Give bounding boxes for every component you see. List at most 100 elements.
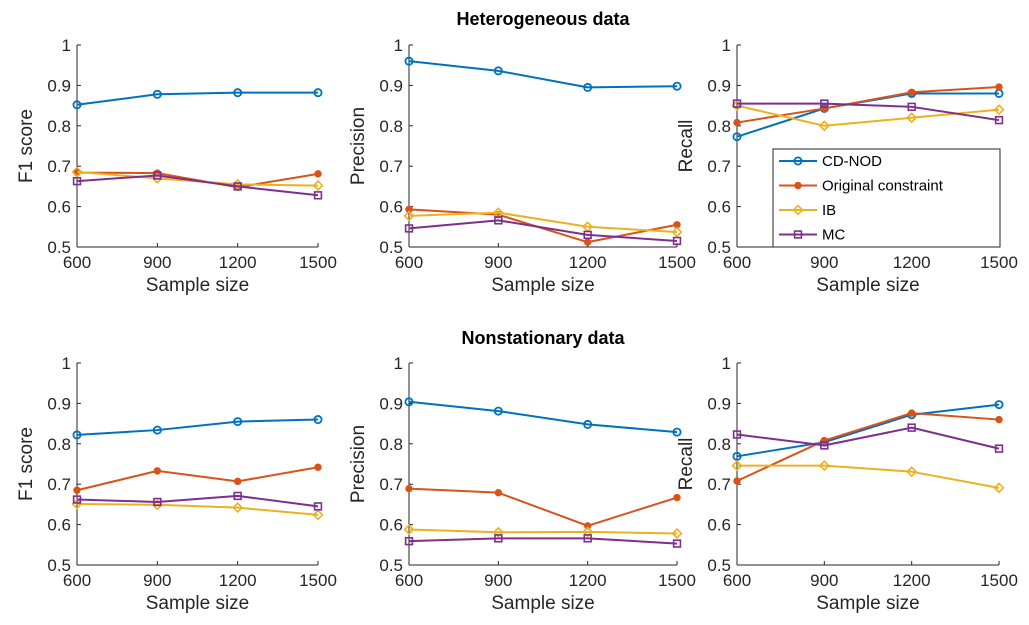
y-tick-label: 0.9 <box>47 76 71 95</box>
data-point-ib <box>403 210 415 222</box>
y-axis-label: Recall <box>676 438 697 491</box>
series-cd-nod <box>72 415 323 440</box>
series-line-mc <box>737 102 1000 122</box>
x-tick-label: 1200 <box>219 253 257 272</box>
y-tick-label: 0.6 <box>379 198 403 217</box>
y-tick-label: 0.7 <box>379 157 403 176</box>
data-point-cd-nod <box>152 89 162 99</box>
data-point-ib <box>818 120 830 132</box>
data-point-original-constraint <box>907 409 916 417</box>
x-tick-label: 1500 <box>980 571 1018 590</box>
series-ib <box>403 523 683 540</box>
series-line-ib <box>737 464 1000 489</box>
data-point-ib <box>582 526 594 538</box>
data-point-mc <box>72 495 82 504</box>
series-mc <box>404 216 682 246</box>
x-axis-label: Sample size <box>146 275 250 296</box>
y-tick-label: 0.7 <box>47 475 71 494</box>
series-ib <box>731 460 1005 494</box>
y-tick-label: 1 <box>62 36 71 55</box>
x-tick-label: 600 <box>63 253 91 272</box>
data-point-original-constraint <box>995 83 1003 91</box>
series-line-cd-nod <box>76 91 318 106</box>
x-tick-label: 1500 <box>980 253 1018 272</box>
series-mc <box>404 534 682 548</box>
data-point-ib <box>671 226 683 238</box>
y-tick-label: 0.8 <box>379 435 403 454</box>
series-original-constraint <box>73 463 322 494</box>
legend-label: IB <box>822 202 836 219</box>
legend-marker-ib <box>792 204 804 216</box>
data-point-cd-nod <box>313 415 323 425</box>
series-cd-nod <box>404 56 682 92</box>
data-point-mc <box>583 230 592 240</box>
y-tick-label: 0.9 <box>379 76 403 95</box>
data-point-cd-nod <box>404 56 414 66</box>
data-point-mc <box>313 191 323 200</box>
series-mc <box>72 171 323 200</box>
data-point-ib <box>71 166 83 178</box>
y-tick-label: 0.8 <box>47 117 71 136</box>
chart-panel-1: 0.5 0.6 0.7 0.8 0.9 1 600 900 1200 1500 Sample siz… <box>16 36 337 296</box>
data-point-cd-nod <box>672 427 682 437</box>
x-tick-label: 900 <box>143 571 171 590</box>
y-tick-label: 1 <box>394 354 403 373</box>
data-point-cd-nod <box>994 400 1004 410</box>
y-tick-label: 0.8 <box>707 435 731 454</box>
data-point-ib <box>906 466 918 478</box>
data-point-original-constraint <box>405 205 413 214</box>
y-tick-label: 0.5 <box>379 556 403 575</box>
y-tick-label: 0.5 <box>707 556 731 575</box>
y-axis-label: Precision <box>348 107 369 185</box>
x-tick-label: 900 <box>810 253 838 272</box>
y-tick-label: 0.6 <box>47 516 71 535</box>
data-point-mc <box>994 115 1004 125</box>
data-point-cd-nod <box>732 451 742 461</box>
series-cd-nod <box>72 88 323 110</box>
y-tick-label: 1 <box>722 36 731 55</box>
x-tick-label: 600 <box>395 571 423 590</box>
series-line-mc <box>76 494 319 508</box>
x-tick-label: 900 <box>484 571 512 590</box>
data-point-mc <box>233 491 242 501</box>
data-point-cd-nod <box>672 81 682 91</box>
y-tick-label: 0.6 <box>707 516 731 535</box>
data-point-mc <box>404 224 414 233</box>
legend: CD-NOD Original constraint IB MC <box>772 148 1001 248</box>
legend-entry-mc: MC <box>779 227 845 244</box>
data-point-original-constraint <box>494 488 503 497</box>
legend-label: MC <box>822 227 845 244</box>
data-point-mc <box>153 497 162 507</box>
y-axis-label: Precision <box>348 425 369 503</box>
x-axis-label: Sample size <box>816 593 920 614</box>
data-point-cd-nod <box>404 397 414 407</box>
data-point-cd-nod <box>72 430 82 440</box>
y-tick-label: 1 <box>394 36 403 55</box>
series-line-ib <box>408 528 678 535</box>
y-tick-label: 1 <box>722 354 731 373</box>
x-tick-label: 900 <box>143 253 171 272</box>
data-point-cd-nod <box>313 88 323 98</box>
y-tick-label: 0.5 <box>379 238 403 257</box>
y-tick-label: 0.9 <box>379 394 403 413</box>
data-point-cd-nod <box>732 132 742 142</box>
y-tick-label: 0.7 <box>379 475 403 494</box>
x-tick-label: 1200 <box>893 253 931 272</box>
series-line-mc <box>408 537 678 545</box>
data-point-mc <box>313 502 323 511</box>
y-tick-label: 1 <box>62 354 71 373</box>
x-tick-label: 1200 <box>569 253 607 272</box>
x-tick-label: 1200 <box>569 571 607 590</box>
data-point-original-constraint <box>405 484 413 493</box>
series-cd-nod <box>404 397 682 437</box>
series-line-mc <box>76 174 319 197</box>
series-mc <box>732 423 1004 453</box>
data-point-mc <box>732 99 742 108</box>
series-mc <box>732 99 1004 125</box>
y-tick-label: 0.9 <box>707 394 731 413</box>
data-point-mc <box>494 534 503 543</box>
data-point-mc <box>732 430 742 439</box>
data-point-original-constraint <box>733 118 741 127</box>
legend-marker-mc <box>793 230 803 239</box>
data-point-original-constraint <box>583 522 592 530</box>
